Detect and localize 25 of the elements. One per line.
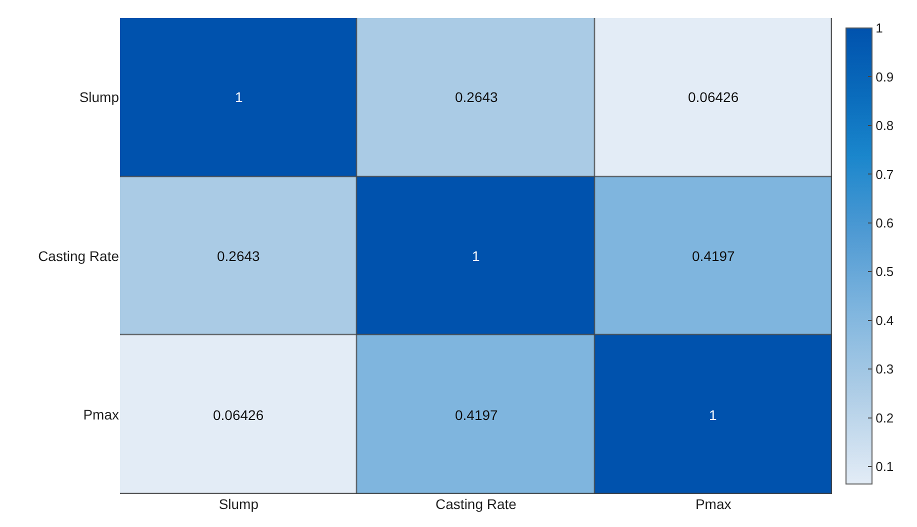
color-bar-label: 0.1 [876,459,894,474]
x-tick-label: Slump [218,496,259,512]
data-label: 1 [709,407,717,423]
y-tick-label: Slump [79,89,120,106]
y-tick-label: Casting Rate [38,248,120,264]
color-bar-label: 1 [876,20,883,36]
color-bar-label: 0.8 [876,118,894,134]
color-bar-label: 0.2 [876,410,894,426]
data-label: 0.2643 [217,248,260,264]
x-tick-label: Casting Rate [436,496,517,512]
x-tick-label: Pmax [695,496,732,512]
data-label: 1 [235,89,243,105]
color-bar-label: 0.3 [876,362,894,377]
y-tick-label: Pmax [83,406,119,423]
color-bar-label: 0.4 [876,312,894,328]
data-label: 0.06426 [213,407,264,423]
data-label: 1 [472,248,480,264]
color-bar-label: 0.7 [876,166,894,182]
color-bar-label: 0.6 [876,215,894,230]
color-bar-label: 0.5 [876,264,894,280]
data-label: 0.2643 [455,89,498,105]
data-label: 0.4197 [692,248,736,264]
color-bar-label: 0.9 [876,69,894,84]
data-label: 0.4197 [455,407,498,423]
data-label: 0.06426 [688,89,739,105]
